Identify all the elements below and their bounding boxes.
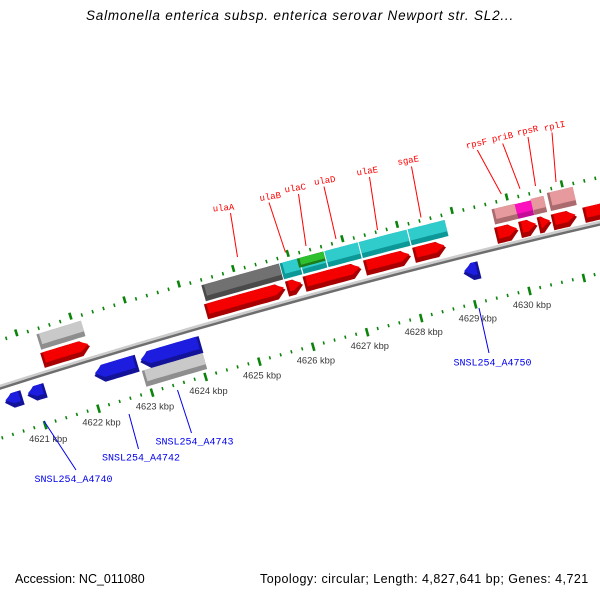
svg-text:4621 kbp: 4621 kbp: [29, 434, 67, 444]
svg-text:SNSL254_A4742: SNSL254_A4742: [102, 454, 180, 465]
svg-text:4627 kbp: 4627 kbp: [351, 341, 389, 351]
svg-text:SNSL254_A4743: SNSL254_A4743: [156, 438, 234, 449]
svg-text:ulaA: ulaA: [212, 203, 235, 215]
svg-text:ulaC: ulaC: [284, 182, 307, 195]
svg-text:4623 kbp: 4623 kbp: [136, 402, 174, 412]
svg-text:priB: priB: [491, 131, 515, 145]
svg-text:ulaE: ulaE: [356, 165, 379, 178]
svg-text:4626 kbp: 4626 kbp: [297, 356, 335, 366]
svg-text:ulaB: ulaB: [259, 191, 282, 204]
svg-text:rplI: rplI: [543, 120, 566, 134]
svg-text:4625 kbp: 4625 kbp: [243, 371, 281, 381]
svg-text:rpsR: rpsR: [516, 124, 540, 138]
svg-text:4624 kbp: 4624 kbp: [189, 386, 227, 396]
svg-text:4629 kbp: 4629 kbp: [459, 313, 497, 323]
svg-text:4628 kbp: 4628 kbp: [405, 327, 443, 337]
svg-text:4630 kbp: 4630 kbp: [513, 300, 551, 310]
svg-text:rpsF: rpsF: [465, 137, 488, 151]
svg-text:SNSL254_A4750: SNSL254_A4750: [454, 359, 532, 370]
svg-text:4622 kbp: 4622 kbp: [82, 418, 120, 428]
svg-text:sgaE: sgaE: [397, 154, 420, 168]
svg-text:SNSL254_A4740: SNSL254_A4740: [35, 475, 113, 486]
svg-text:ulaD: ulaD: [313, 175, 336, 188]
